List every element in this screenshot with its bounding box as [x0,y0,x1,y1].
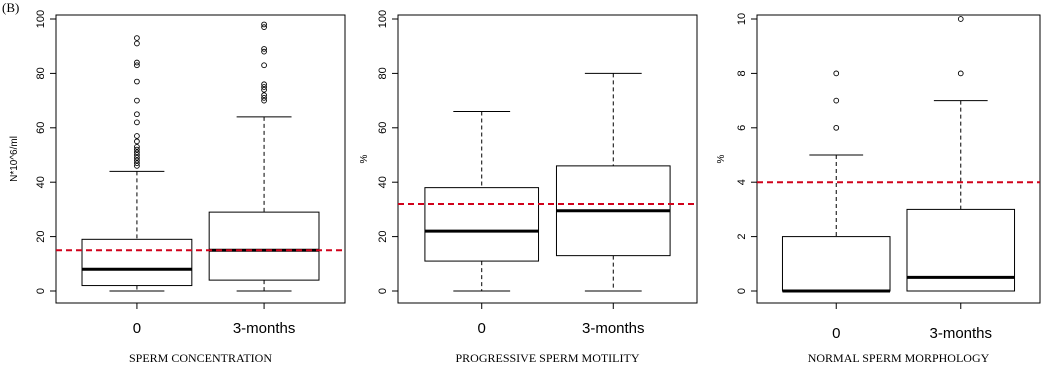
y-tick-label: 20 [35,230,47,242]
plot-frame [397,14,698,304]
outlier-point [134,157,140,164]
outlier-point [134,59,140,66]
y-tick-label: 80 [35,67,47,79]
y-tick-label: 0 [736,288,748,294]
y-tick-label: 80 [377,67,389,79]
y-tick-label: 60 [35,122,47,134]
plot-frame [756,14,1041,304]
x-axis-label: NORMAL SPERM MORPHOLOGY [808,351,990,365]
category-label: 0 [832,325,840,342]
outlier-point [134,149,140,156]
outlier-point [833,124,840,131]
box [424,187,540,262]
y-axis-label: % [359,154,370,163]
outlier-point [134,111,140,118]
chart-panel-2: 0 20 40 60 80 100% 0 3-months PROGRESSIVE SPERM … [359,10,698,365]
outlier-point [134,154,140,161]
plot-frame [55,14,346,304]
outlier-point [261,84,267,90]
category-label: 3-months [929,325,992,342]
category-label: 3-months [582,320,645,337]
outlier-point [134,40,140,47]
outlier-point [261,97,267,104]
y-tick-label: 100 [377,10,389,28]
outlier-point [261,62,267,69]
outlier-point [957,70,964,77]
outlier-point [134,62,140,69]
chart-panel-1: 0 20 40 60 80 100 N*10^6/ml 0 3-months SPERM CONC… [9,10,346,365]
category-label: 3-months [233,320,296,337]
outlier-point [134,119,140,126]
outlier-point [134,143,140,150]
outlier-point [261,21,267,28]
y-tick-label: 100 [35,10,47,28]
y-tick-label: 60 [377,122,389,134]
x-axis-label: SPERM CONCENTRATION [129,351,272,365]
y-tick-label: 10 [736,13,748,25]
y-tick-label: 4 [736,179,748,185]
y-tick-label: 2 [736,234,748,240]
outlier-point [134,78,140,85]
outlier-point [833,70,840,77]
chart-panel-3: 0 2 4 6 8 10% 0 3-months NORMAL SPERM MORPHOLOGY [716,13,1041,365]
category-label: 0 [133,320,141,337]
panel-label: (B) [2,0,20,15]
outlier-point [261,46,267,52]
outlier-point [134,97,140,104]
x-axis-label: PROGRESSIVE SPERM MOTILITY [455,351,639,365]
y-axis-label: % [716,154,727,163]
outlier-point [833,97,840,104]
box [781,236,891,292]
category-label: 0 [478,320,486,337]
y-tick-label: 40 [377,176,389,188]
box [208,211,320,281]
outlier-point [957,16,964,22]
outlier-point [134,138,140,145]
y-tick-label: 8 [736,70,748,76]
outlier-point [261,48,267,55]
y-tick-label: 20 [377,230,389,242]
outlier-point [261,95,267,101]
y-tick-label: 0 [377,288,389,294]
outlier-point [134,160,140,167]
outlier-point [134,146,140,153]
y-tick-label: 6 [736,125,748,131]
outlier-point [261,24,267,31]
box [81,238,193,287]
outlier-point [134,35,140,41]
outlier-point [134,133,140,139]
outlier-point [134,152,140,158]
outlier-point [134,163,140,169]
y-axis-label: N*10^6/ml [9,136,20,182]
y-tick-label: 40 [35,176,47,188]
outlier-point [261,81,267,88]
outlier-point [261,92,267,99]
y-tick-label: 0 [35,288,47,294]
outlier-point [261,86,267,93]
